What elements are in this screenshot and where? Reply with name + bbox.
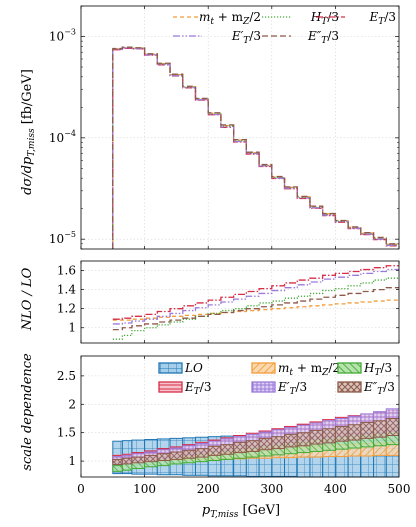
distribution-panel: 10−3 10−4 10−5 mt + mZ/2 HT/3 ET/3 E′T/3 E″T/3 (49, 5, 400, 250)
ratio-frame (80, 260, 400, 344)
band-bin (144, 454, 158, 463)
band-bin (121, 457, 133, 465)
x-tick-label: 200 (197, 482, 220, 496)
legend-swatch-band-6 (337, 381, 362, 393)
y-tick-label: 1 (68, 321, 76, 335)
x-tick-label: 400 (324, 482, 347, 496)
y-tick-label: 1.5 (57, 426, 76, 440)
x-tick-label: 100 (133, 482, 156, 496)
band-bin (271, 436, 286, 450)
y-tick-label: 2 (68, 397, 76, 411)
y-tick-label: 1.4 (57, 283, 76, 297)
series-line-3 (112, 47, 399, 249)
main-y-axis-title: dσ/dpT,miss [fb/GeV] (20, 69, 37, 195)
legend-band-label-5: E′T/3 (277, 380, 307, 397)
band-bin (360, 421, 375, 439)
ratio-panel: 1 1.2 1.4 1.6 (57, 260, 400, 344)
legend-swatch-band-5 (251, 381, 276, 393)
y-tick-label: 1.2 (57, 302, 76, 316)
series-line-4 (112, 47, 399, 249)
y-tick-label: 10−4 (49, 129, 76, 145)
band-bin (112, 465, 123, 472)
scale-y-axis-title: scale dependence (20, 353, 35, 471)
band-bin (322, 428, 336, 444)
ratio-line-5 (112, 287, 399, 331)
y-tick-label: 1 (68, 454, 76, 468)
ratio-line-1 (112, 299, 399, 321)
ratio-line-4 (112, 268, 399, 325)
legend-swatch-band-3 (337, 362, 362, 374)
band-bin (169, 451, 184, 460)
legend-label-1: mt + mZ/2 (199, 10, 261, 27)
band-bin (296, 432, 311, 447)
legend-band-label-3: HT/3 (363, 361, 392, 378)
y-tick-label: 10−3 (49, 28, 76, 44)
legend-label-4: E′T/3 (231, 29, 261, 46)
scale-panel: 1 1.5 2 2.5 0 100 200 300 400 500 LO mt + mZ/2 HT/3 E… (57, 355, 411, 496)
scale-legend: LO mt + mZ/2 HT/3 ET/3 E′T/3 E″T/3 (158, 361, 395, 397)
x-tick-label: 500 (388, 482, 411, 496)
legend-label-3: ET/3 (369, 10, 396, 27)
band-bin (121, 463, 133, 471)
distribution-legend: mt + mZ/2 HT/3 ET/3 E′T/3 E″T/3 (173, 10, 396, 46)
ratio-line-2 (112, 277, 399, 340)
series-line-2 (112, 47, 399, 249)
scale-frame (80, 355, 400, 478)
band-bin (334, 425, 349, 442)
legend-band-label-2: mt + mZ/2 (278, 361, 340, 378)
band-bin (284, 433, 298, 448)
band-bin (385, 417, 400, 437)
band-bin (156, 453, 171, 462)
legend-swatch-band-2 (251, 362, 276, 374)
band-bin (309, 429, 324, 445)
series-line-5 (112, 46, 399, 249)
band-bin (112, 458, 123, 466)
legend-swatch-band-4 (158, 381, 183, 393)
distribution-frame (80, 5, 400, 250)
x-axis-title: pT,miss [GeV] (202, 503, 280, 520)
x-tick-label: 0 (77, 482, 85, 496)
legend-label-2: HT/3 (310, 10, 339, 27)
y-tick-label: 2.5 (57, 369, 76, 383)
band-bin (207, 445, 222, 456)
band-bin (182, 449, 196, 459)
legend-band-label-4: ET/3 (184, 380, 211, 397)
x-tick-label: 300 (260, 482, 283, 496)
band-bin (245, 440, 260, 452)
band-bin (220, 444, 235, 455)
band-bin (258, 437, 273, 451)
ratio-y-axis-title: NLO / LO (20, 267, 35, 331)
band-bin (347, 424, 362, 441)
legend-band-label-1: LO (184, 361, 203, 375)
legend-swatch-band-1 (158, 362, 183, 374)
band-bin (233, 441, 247, 454)
band-bin (131, 456, 146, 464)
band-bin (373, 420, 387, 438)
legend-label-5: E″T/3 (307, 29, 339, 46)
band-6 (112, 417, 400, 466)
legend-band-label-6: E″T/3 (363, 380, 395, 397)
series-line-1 (112, 46, 399, 249)
y-tick-label: 10−5 (49, 230, 76, 246)
y-tick-label: 1.6 (57, 264, 76, 278)
band-bin (194, 448, 209, 458)
ratio-line-3 (112, 265, 399, 320)
